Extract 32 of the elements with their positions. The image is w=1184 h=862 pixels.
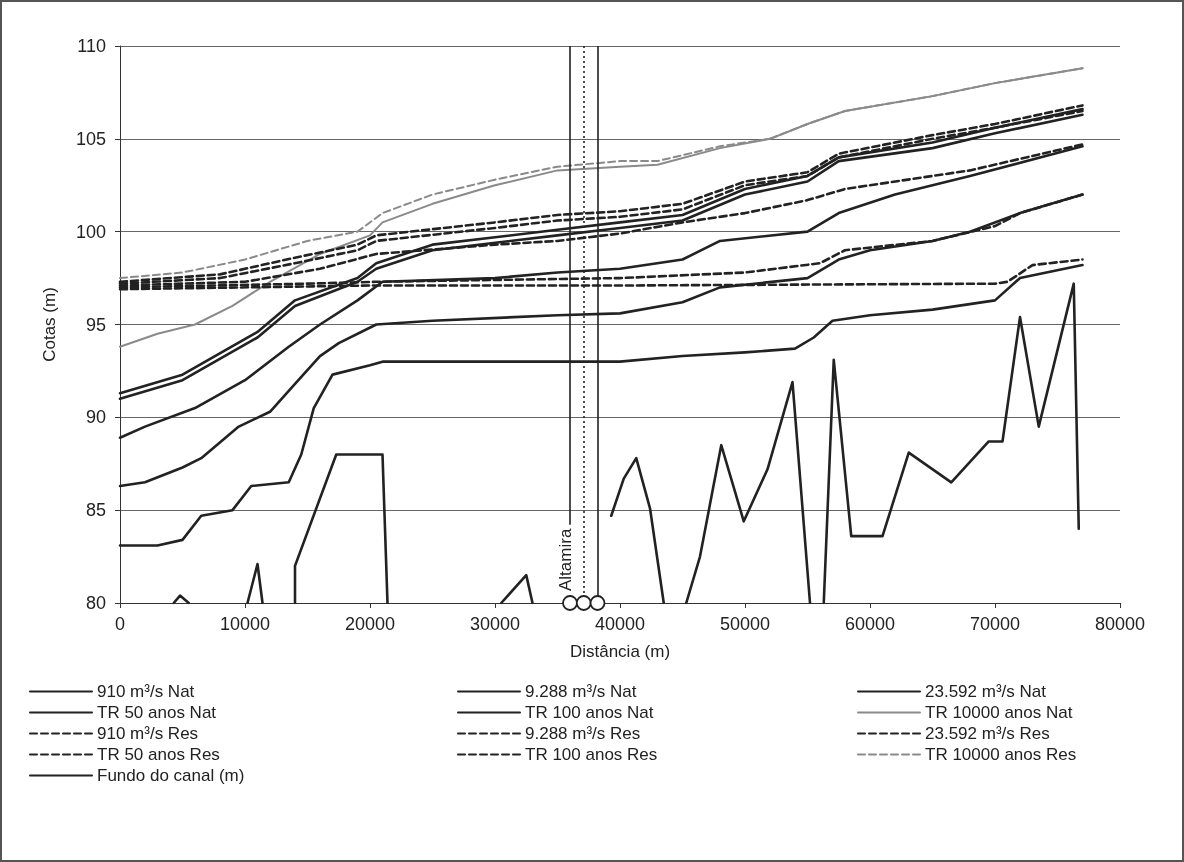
legend-label: Fundo do canal (m) (97, 766, 245, 785)
y-tick-label: 85 (85, 500, 106, 521)
legend-label: TR 10000 anos Res (925, 745, 1077, 764)
x-tick-label: 30000 (469, 614, 521, 634)
legend-label: 9.288 m³/s Nat (525, 682, 637, 701)
x-tick-label: 20000 (344, 614, 396, 634)
legend-label: TR 100 anos Nat (525, 703, 654, 722)
x-tick-label: 60000 (844, 614, 896, 634)
x-tick-label: 0 (114, 614, 126, 634)
y-tick-label: 105 (75, 128, 106, 149)
x-axis-title: Distância (m) (569, 642, 671, 661)
legend-label: 910 m³/s Nat (97, 682, 195, 701)
legend-label: 23.592 m³/s Nat (925, 682, 1047, 701)
legend-label: TR 50 anos Nat (97, 703, 217, 722)
y-tick-label: 90 (85, 407, 106, 428)
legend-label: 23.592 m³/s Res (925, 724, 1050, 743)
y-tick-label: 110 (77, 36, 106, 56)
x-tick-label: 10000 (219, 614, 271, 634)
y-tick-label: 100 (75, 221, 106, 242)
legend-label: 9.288 m³/s Res (525, 724, 641, 743)
x-tick-label: 40000 (594, 614, 646, 634)
y-axis-title: Cotas (m) (40, 287, 59, 362)
legend-label: TR 10000 anos Nat (925, 703, 1073, 722)
ref-line-label: Altamira (555, 528, 575, 591)
legend-label: 910 m³/s Res (97, 724, 199, 743)
legend-label: TR 100 anos Res (525, 745, 658, 764)
x-tick-label: 80000 (1094, 614, 1146, 634)
x-tick-label: 50000 (719, 614, 771, 634)
y-tick-label: 80 (85, 593, 106, 613)
y-tick-label: 95 (85, 314, 106, 335)
legend-label: TR 50 anos Res (97, 745, 220, 764)
x-tick-label: 70000 (969, 614, 1021, 634)
